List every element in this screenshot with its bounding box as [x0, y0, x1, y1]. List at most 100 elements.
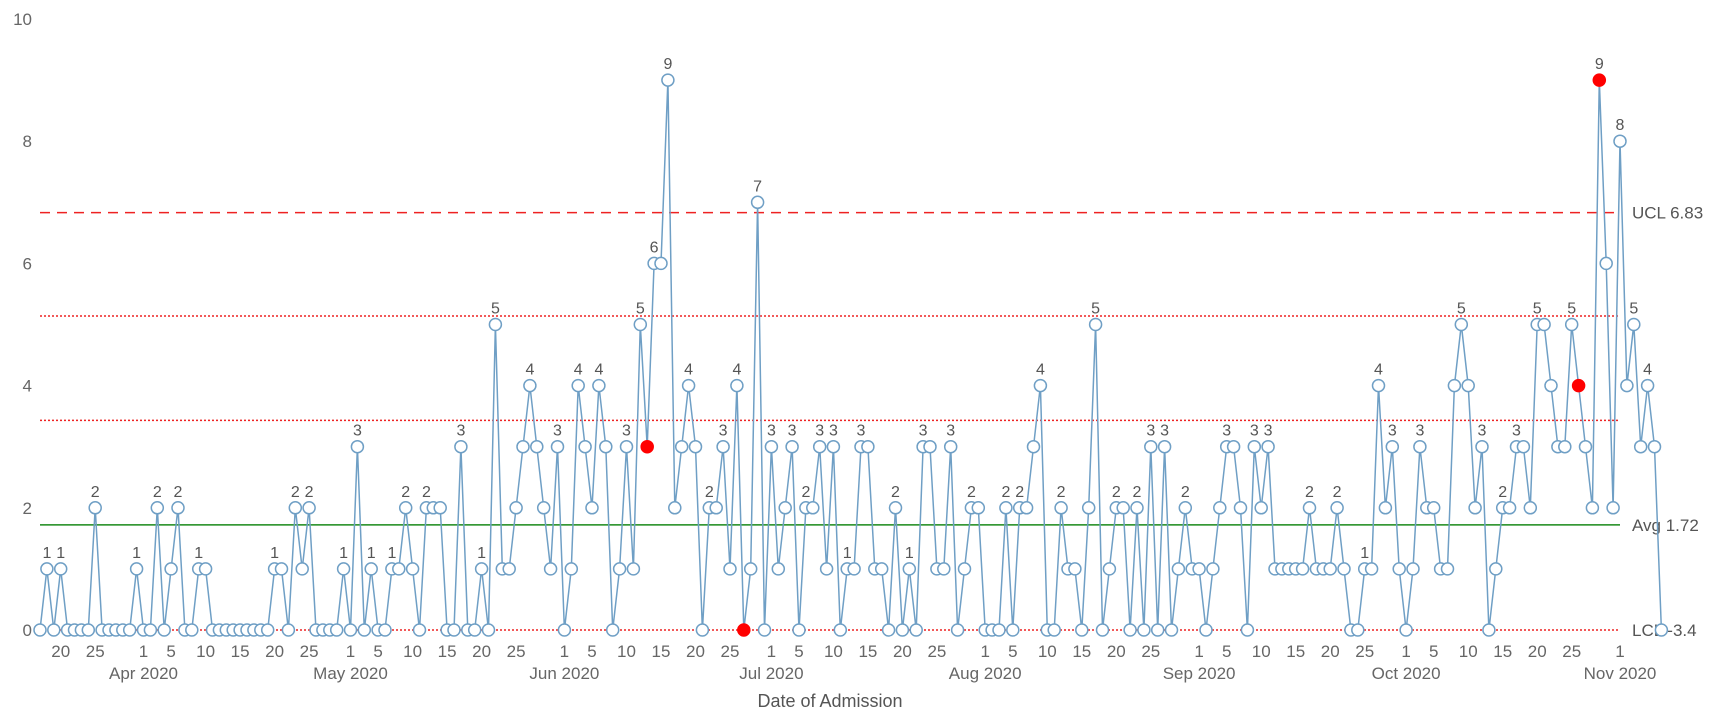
data-point [274, 562, 289, 576]
x-tick-label: 5 [166, 642, 175, 661]
x-month-label: Sep 2020 [1163, 664, 1236, 683]
data-point [281, 623, 296, 637]
x-month-label: Oct 2020 [1372, 664, 1441, 683]
data-label: 5 [491, 301, 500, 318]
data-point [819, 562, 834, 576]
data-point [1516, 439, 1531, 454]
x-tick-label: 10 [196, 642, 215, 661]
data-point [1164, 623, 1179, 637]
x-tick-label: 15 [1286, 642, 1305, 661]
data-point [599, 439, 613, 454]
data-point [1033, 378, 1048, 393]
data-label: 3 [1160, 423, 1169, 440]
data-label: 2 [174, 484, 183, 501]
x-month-label: May 2020 [313, 664, 388, 683]
data-label: 2 [1057, 484, 1066, 501]
data-point [730, 378, 744, 393]
data-label: 3 [622, 423, 631, 440]
data-point [605, 623, 620, 637]
data-point [1399, 623, 1413, 637]
data-point [1440, 562, 1455, 576]
data-point [1544, 378, 1558, 393]
x-tick-label: 5 [794, 642, 803, 661]
x-axis: 20 25 1 5 10 15 20 25 1 5 10 15 20 25 1 5 10 15 20 25 1 5 10 15… [51, 642, 1656, 683]
data-point [1330, 501, 1344, 515]
data-point [1482, 623, 1496, 637]
data-point [150, 501, 165, 515]
data-point [1247, 439, 1262, 454]
x-tick-label: 10 [403, 642, 422, 661]
data-point [88, 501, 102, 515]
data-point [557, 623, 572, 637]
data-point [398, 501, 413, 515]
data-point [1075, 623, 1089, 637]
data-point [1199, 623, 1213, 637]
data-label: 3 [767, 423, 776, 440]
data-label: 1 [42, 545, 51, 562]
data-point [971, 501, 986, 515]
data-point [943, 439, 958, 454]
data-point [681, 378, 696, 393]
x-axis-title: Date of Admission [757, 691, 902, 711]
x-month-label: Apr 2020 [109, 664, 178, 683]
y-tick-label: 8 [23, 132, 32, 151]
data-label: 1 [843, 545, 852, 562]
x-tick-label: 1 [767, 642, 776, 661]
data-point [122, 623, 137, 637]
data-point [1337, 562, 1351, 576]
data-point [1447, 378, 1462, 393]
data-label: 3 [829, 423, 838, 440]
data-point [585, 501, 599, 515]
data-point [1640, 378, 1655, 393]
data-label: 4 [732, 362, 741, 379]
data-point [129, 562, 144, 576]
x-tick-label: 25 [300, 642, 319, 661]
data-point [1261, 439, 1275, 454]
data-point [1537, 317, 1551, 332]
data-point [1233, 501, 1248, 515]
data-point [833, 623, 848, 637]
data-point [1585, 501, 1600, 515]
x-tick-label: 15 [1493, 642, 1512, 661]
x-tick-label: 1 [980, 642, 989, 661]
data-point [1006, 623, 1020, 637]
data-point [1068, 562, 1082, 576]
data-point [1150, 623, 1165, 637]
data-point [654, 256, 668, 271]
data-point [619, 439, 634, 454]
x-tick-label: 1 [1401, 642, 1410, 661]
data-point [668, 501, 682, 515]
data-point [957, 562, 972, 576]
data-label: 3 [553, 423, 562, 440]
data-point [1026, 439, 1041, 454]
data-point [481, 623, 496, 637]
data-label: 3 [1512, 423, 1521, 440]
data-point [467, 623, 482, 637]
data-point [1047, 623, 1061, 637]
data-label: 2 [1001, 484, 1010, 501]
data-point [1123, 623, 1137, 637]
x-tick-label: 10 [1459, 642, 1478, 661]
data-point [1302, 501, 1317, 515]
x-tick-label: 1 [1615, 642, 1624, 661]
data-point [536, 501, 551, 515]
data-label: 5 [636, 301, 645, 318]
data-point [198, 562, 213, 576]
data-point [1654, 623, 1669, 637]
data-label: 6 [650, 239, 659, 256]
data-point [550, 439, 565, 454]
data-point [185, 623, 199, 637]
data-point [1378, 501, 1393, 515]
x-tick-label: 5 [587, 642, 596, 661]
data-label: 5 [1629, 301, 1638, 318]
data-point [1633, 439, 1648, 454]
x-tick-label: 5 [1222, 642, 1231, 661]
data-point [1351, 623, 1365, 637]
x-tick-label: 1 [139, 642, 148, 661]
x-tick-label: 15 [652, 642, 671, 661]
data-point [1171, 562, 1186, 576]
x-tick-label: 20 [472, 642, 491, 661]
x-tick-label: 25 [1355, 642, 1374, 661]
data-point [1454, 317, 1469, 332]
